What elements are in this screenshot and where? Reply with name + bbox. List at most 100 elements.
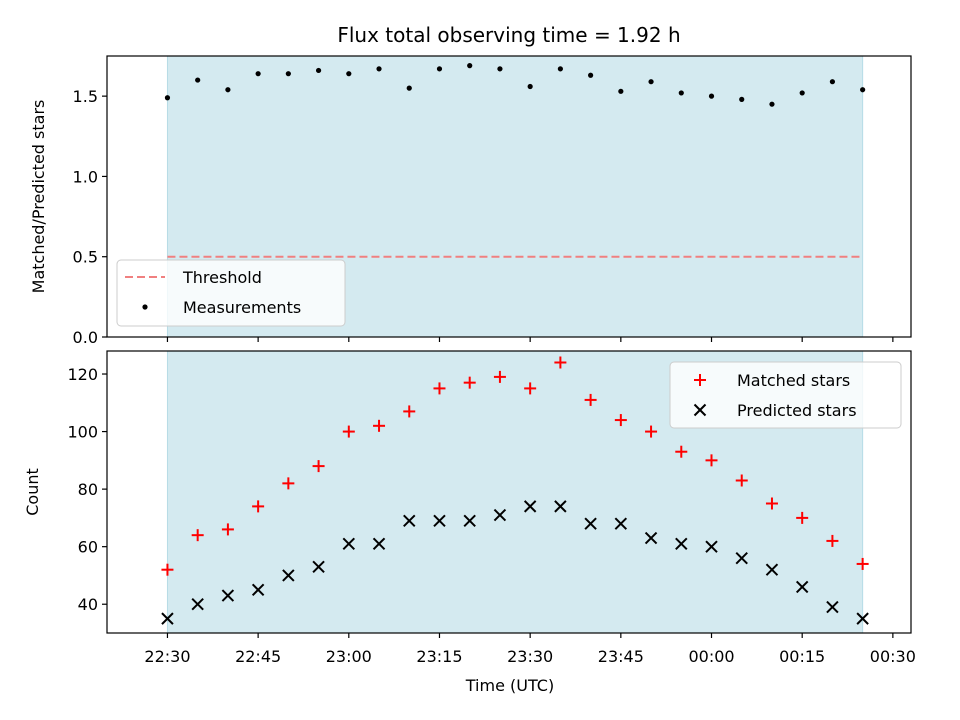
predicted-stars-point <box>554 500 567 513</box>
x-stroke-b <box>463 514 476 527</box>
x-stroke-b <box>735 551 748 565</box>
matched-stars-point <box>373 419 386 432</box>
x-tick-label: 23:00 <box>326 647 372 666</box>
x-stroke-b <box>554 500 567 513</box>
matched-stars-point <box>645 425 658 438</box>
matched-stars-point <box>252 500 265 513</box>
measurement-point <box>315 67 322 74</box>
legend-predicted-label: Predicted stars <box>737 401 857 420</box>
matched-stars-point <box>856 557 869 570</box>
matched-stars-point <box>796 511 809 524</box>
legend-box <box>116 259 346 327</box>
legend-predicted-swatch-b <box>693 403 707 417</box>
x-stroke-b <box>795 580 809 594</box>
y-tick-label: 100 <box>67 423 98 442</box>
axes-frame <box>106 55 912 338</box>
y-tick-label: 0.5 <box>73 248 98 267</box>
count-panel: 40 60 80 100 120 22:30 22:45 23:00 23:15 23:30 23:… <box>23 350 916 695</box>
legend-measurements-label: Measurements <box>183 298 301 317</box>
x-stroke-b <box>493 508 507 522</box>
measurement-point <box>225 87 231 93</box>
x-stroke-b <box>584 517 597 530</box>
matched-stars-point <box>191 529 204 542</box>
predicted-stars-point <box>735 551 748 565</box>
predicted-stars-point <box>161 612 174 625</box>
legend-matched-label: Matched stars <box>737 371 850 390</box>
x-tick-label: 23:45 <box>598 647 644 666</box>
legend: Matched stars Predicted stars <box>669 361 902 429</box>
measurement-point <box>164 95 171 101</box>
measurement-point <box>527 83 533 90</box>
legend-box <box>669 361 902 429</box>
measurement-point <box>678 90 684 96</box>
matched-stars-point <box>403 405 416 418</box>
measurement-point <box>618 88 624 94</box>
measurement-point <box>648 79 654 85</box>
matched-stars-point <box>765 497 778 510</box>
axes-frame <box>106 350 912 634</box>
x-stroke-b <box>221 589 235 602</box>
matched-stars-point <box>433 382 446 395</box>
x-stroke-b <box>765 563 779 576</box>
predicted-stars-point <box>403 514 416 527</box>
matched-stars-point <box>221 523 234 536</box>
predicted-stars-point <box>584 517 597 530</box>
measurement-point <box>708 93 715 99</box>
y-tick-label: 1.0 <box>73 167 98 186</box>
y-tick-label: 40 <box>78 595 98 614</box>
x-tick-label: 22:45 <box>235 647 281 666</box>
x-stroke-b <box>282 569 295 582</box>
predicted-stars-point <box>675 537 688 551</box>
predicted-stars-point <box>282 569 295 582</box>
x-stroke-b <box>372 537 386 551</box>
y-tick-label: 0.0 <box>73 328 98 347</box>
predicted-stars-point <box>795 580 809 594</box>
x-tick-label: 00:15 <box>779 647 825 666</box>
y-tick-label: 80 <box>78 480 98 499</box>
measurement-point <box>799 90 805 96</box>
matched-stars-point <box>524 382 537 395</box>
measurement-point <box>588 72 594 78</box>
measurement-point <box>829 79 836 85</box>
measurement-point <box>406 85 412 91</box>
predicted-stars-point <box>191 598 204 611</box>
measurement-point <box>769 101 775 107</box>
predicted-stars-point <box>433 514 446 527</box>
measurement-point <box>346 71 352 77</box>
x-stroke-b <box>705 540 718 553</box>
measurement-point <box>195 77 201 83</box>
x-stroke-b <box>312 560 325 574</box>
ratio-panel: 0.0 0.5 1.0 1.5 Matched/Predicted stars Thres… <box>29 55 912 347</box>
x-stroke-b <box>191 598 204 611</box>
y-tick-label: 1.5 <box>73 87 98 106</box>
predicted-stars-point <box>856 612 869 625</box>
predicted-stars-point <box>705 540 718 553</box>
y-axis-label: Count <box>23 468 42 516</box>
x-tick-label: 23:30 <box>507 647 553 666</box>
measurement-point <box>436 66 443 72</box>
predicted-stars-point <box>523 500 537 513</box>
x-stroke-b <box>251 583 265 597</box>
measurement-point <box>255 71 261 77</box>
legend-measurements-swatch <box>142 304 148 310</box>
predicted-stars-point <box>221 589 235 602</box>
x-tick-label: 00:30 <box>870 647 916 666</box>
x-tick-label: 00:00 <box>688 647 734 666</box>
x-stroke-b <box>342 537 356 551</box>
predicted-stars-point <box>251 583 265 597</box>
matched-stars-point <box>584 393 597 406</box>
legend: Threshold Measurements <box>116 259 346 327</box>
matched-stars-point <box>735 474 748 487</box>
figure-title: Flux total observing time = 1.92 h <box>337 23 680 47</box>
measurement-point <box>860 87 866 93</box>
measurement-point <box>497 66 503 72</box>
matched-stars-point <box>826 534 839 547</box>
matched-stars-point <box>614 414 627 427</box>
predicted-stars-point <box>826 600 839 614</box>
matched-stars-point <box>312 460 325 473</box>
x-stroke-b <box>856 612 869 625</box>
matched-stars-point <box>161 563 174 576</box>
x-stroke-b <box>161 612 174 625</box>
x-stroke-b <box>826 600 839 614</box>
